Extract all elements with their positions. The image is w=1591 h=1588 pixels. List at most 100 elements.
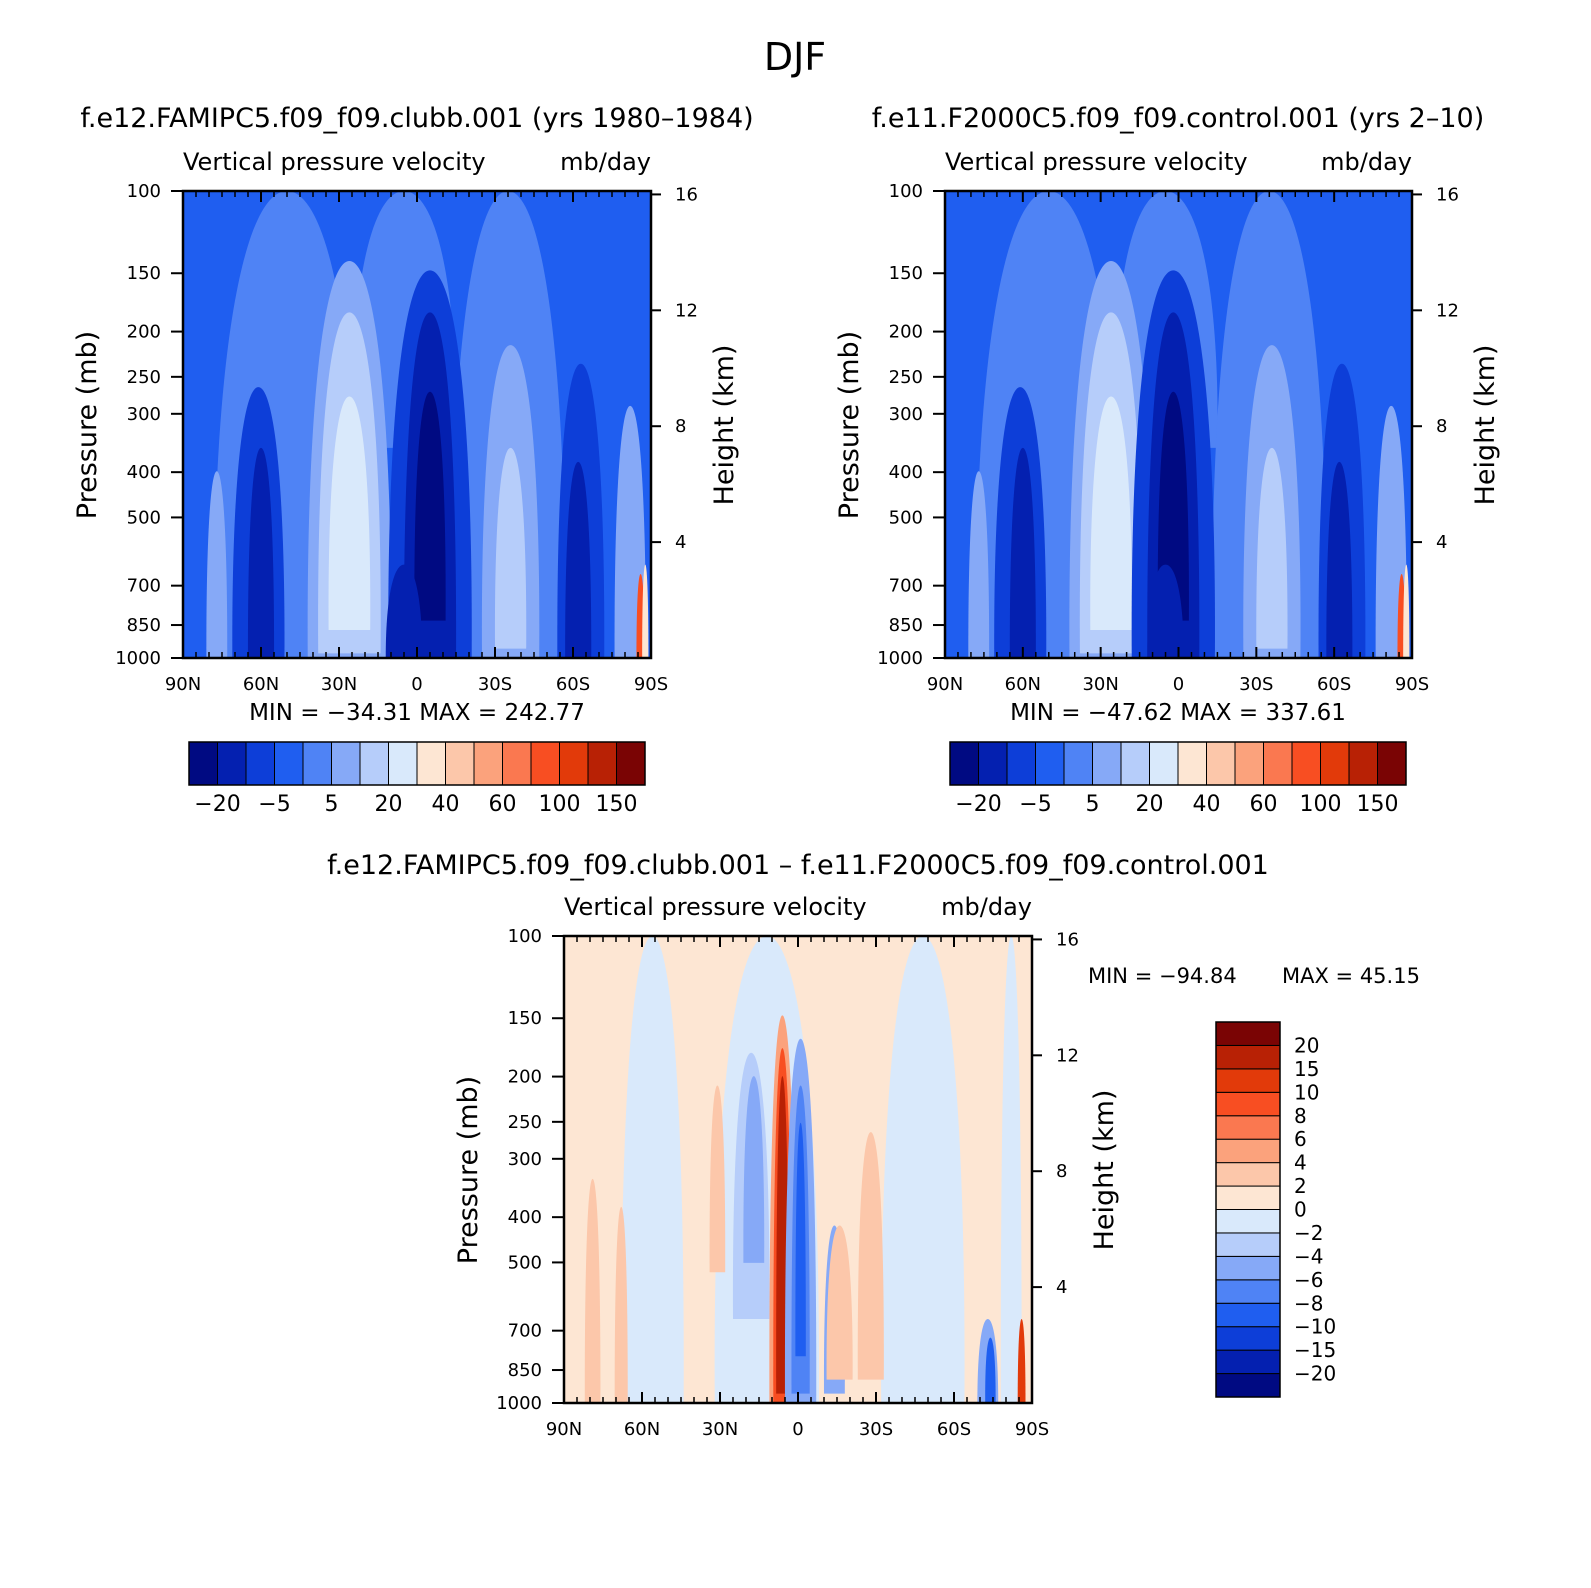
contour-field	[945, 191, 1412, 658]
panel-subtitle-variable: Vertical pressure velocity	[564, 893, 867, 921]
colorbar-swatch	[1215, 1091, 1281, 1117]
y-tick-label: 200	[889, 322, 923, 343]
contour-region	[968, 471, 990, 658]
panel-difference: f.e12.FAMIPC5.f09_f09.clubb.001 – f.e11.…	[327, 850, 1420, 1440]
x-tick-label: 60N	[1005, 674, 1041, 695]
colorbar-label: 100	[539, 792, 581, 817]
colorbar-swatch	[1377, 741, 1407, 786]
panel-title: f.e11.F2000C5.f09_f09.control.001 (yrs 2…	[872, 103, 1484, 134]
colorbar-label: −20	[955, 792, 1001, 817]
colorbar-label: 4	[1294, 1151, 1307, 1175]
colorbar-swatch	[1063, 741, 1093, 786]
x-tick-label: 30N	[702, 1419, 738, 1440]
x-tick-label: 90N	[165, 674, 201, 695]
max-stat: MAX = 45.15	[1282, 964, 1420, 988]
colorbar-swatch	[1206, 741, 1236, 786]
contour-region	[385, 564, 423, 658]
y-tick-label: 400	[508, 1207, 542, 1228]
x-tick-label: 90S	[634, 674, 668, 695]
panel-subtitle-units: mb/day	[1321, 148, 1412, 176]
colorbar-label: 40	[1193, 792, 1221, 817]
x-tick-label: 0	[411, 674, 422, 695]
y-tick-label: 700	[889, 576, 923, 597]
contour-field	[564, 936, 1032, 1403]
contour-region	[565, 461, 592, 658]
colorbar-label: 20	[1136, 792, 1164, 817]
y-right-tick-label: 4	[1436, 532, 1447, 553]
y-tick-label: 400	[889, 462, 923, 483]
y-tick-label: 250	[127, 367, 161, 388]
colorbar-swatch	[1215, 1255, 1281, 1281]
contour-region	[1000, 936, 1022, 1403]
colorbar: −20 −5 5 20 40 60 100 150	[949, 741, 1407, 817]
contour-region	[1017, 1318, 1026, 1403]
colorbar-label: −10	[1294, 1315, 1336, 1339]
contour-region	[328, 396, 371, 630]
contour-region	[1256, 447, 1288, 649]
colorbar-swatch	[1215, 1209, 1281, 1234]
colorbar-swatch	[1120, 741, 1150, 786]
colorbar-frame	[949, 741, 1407, 786]
colorbar-swatch	[1035, 741, 1065, 786]
min-stat: MIN = −94.84	[1088, 964, 1237, 988]
colorbar-label: 20	[1294, 1033, 1319, 1057]
colorbar-swatch	[331, 741, 361, 786]
colorbar-label: 6	[1294, 1127, 1307, 1151]
colorbar-label: 60	[489, 792, 517, 817]
panel-subtitle-variable: Vertical pressure velocity	[945, 148, 1248, 176]
x-tick-label: 60S	[1317, 674, 1351, 695]
colorbar-swatch	[1215, 1021, 1281, 1046]
y-axis-right-label: Height (km)	[1089, 1090, 1120, 1251]
contour-region	[1326, 461, 1353, 658]
y-axis-right-label: Height (km)	[1470, 345, 1501, 506]
y-tick-label: 850	[127, 615, 161, 636]
contour-region	[584, 1178, 601, 1403]
contour-region	[795, 1122, 806, 1357]
colorbar-swatch	[1215, 1044, 1281, 1070]
colorbar-swatch	[359, 741, 389, 786]
colorbar-frame	[188, 741, 646, 786]
colorbar-swatch	[1215, 1373, 1281, 1398]
y-right-tick-label: 4	[1056, 1277, 1067, 1298]
y-tick-label: 250	[889, 367, 923, 388]
colorbar-label: 0	[1294, 1198, 1307, 1222]
x-tick-label: 90N	[927, 674, 963, 695]
y-right-tick-label: 12	[1056, 1045, 1079, 1066]
x-tick-label: 60S	[937, 1419, 971, 1440]
panel-title: f.e12.FAMIPC5.f09_f09.clubb.001 (yrs 198…	[80, 103, 753, 134]
y-axis-label: Pressure (mb)	[453, 1076, 484, 1264]
y-axis-label: Pressure (mb)	[834, 331, 865, 519]
panel-subtitle-variable: Vertical pressure velocity	[183, 148, 486, 176]
colorbar-swatch	[1215, 1115, 1281, 1140]
y-right-tick-label: 8	[1056, 1161, 1067, 1182]
y-tick-label: 850	[508, 1360, 542, 1381]
contour-region	[206, 471, 228, 658]
colorbar-label: −4	[1294, 1244, 1323, 1268]
colorbar-swatch	[1320, 741, 1350, 786]
y-tick-label: 250	[508, 1112, 542, 1133]
min-max-stats: MIN = −34.31 MAX = 242.77	[249, 700, 585, 726]
colorbar-label: 15	[1294, 1057, 1319, 1081]
colorbar-swatch	[388, 741, 418, 786]
colorbar-label: 100	[1300, 792, 1342, 817]
y-right-tick-label: 16	[1056, 929, 1079, 950]
contour-region	[985, 1337, 996, 1403]
x-tick-label: 60N	[243, 674, 279, 695]
x-tick-label: 90N	[546, 1419, 582, 1440]
colorbar-swatch	[978, 741, 1008, 786]
y-tick-label: 200	[508, 1067, 542, 1088]
panel-1: f.e12.FAMIPC5.f09_f09.clubb.001 (yrs 198…	[72, 103, 754, 817]
panel-2: f.e11.F2000C5.f09_f09.control.001 (yrs 2…	[834, 103, 1501, 817]
contour-region	[743, 1076, 765, 1263]
y-tick-label: 100	[127, 181, 161, 202]
y-tick-label: 500	[508, 1252, 542, 1273]
y-tick-label: 150	[508, 1008, 542, 1029]
contour-region	[1157, 391, 1189, 621]
y-tick-label: 700	[127, 576, 161, 597]
contour-region	[1403, 564, 1410, 658]
colorbar-label: −20	[1294, 1362, 1336, 1386]
colorbar-label: 150	[1357, 792, 1399, 817]
y-right-tick-label: 16	[1436, 184, 1459, 205]
colorbar-label: −15	[1294, 1338, 1336, 1362]
